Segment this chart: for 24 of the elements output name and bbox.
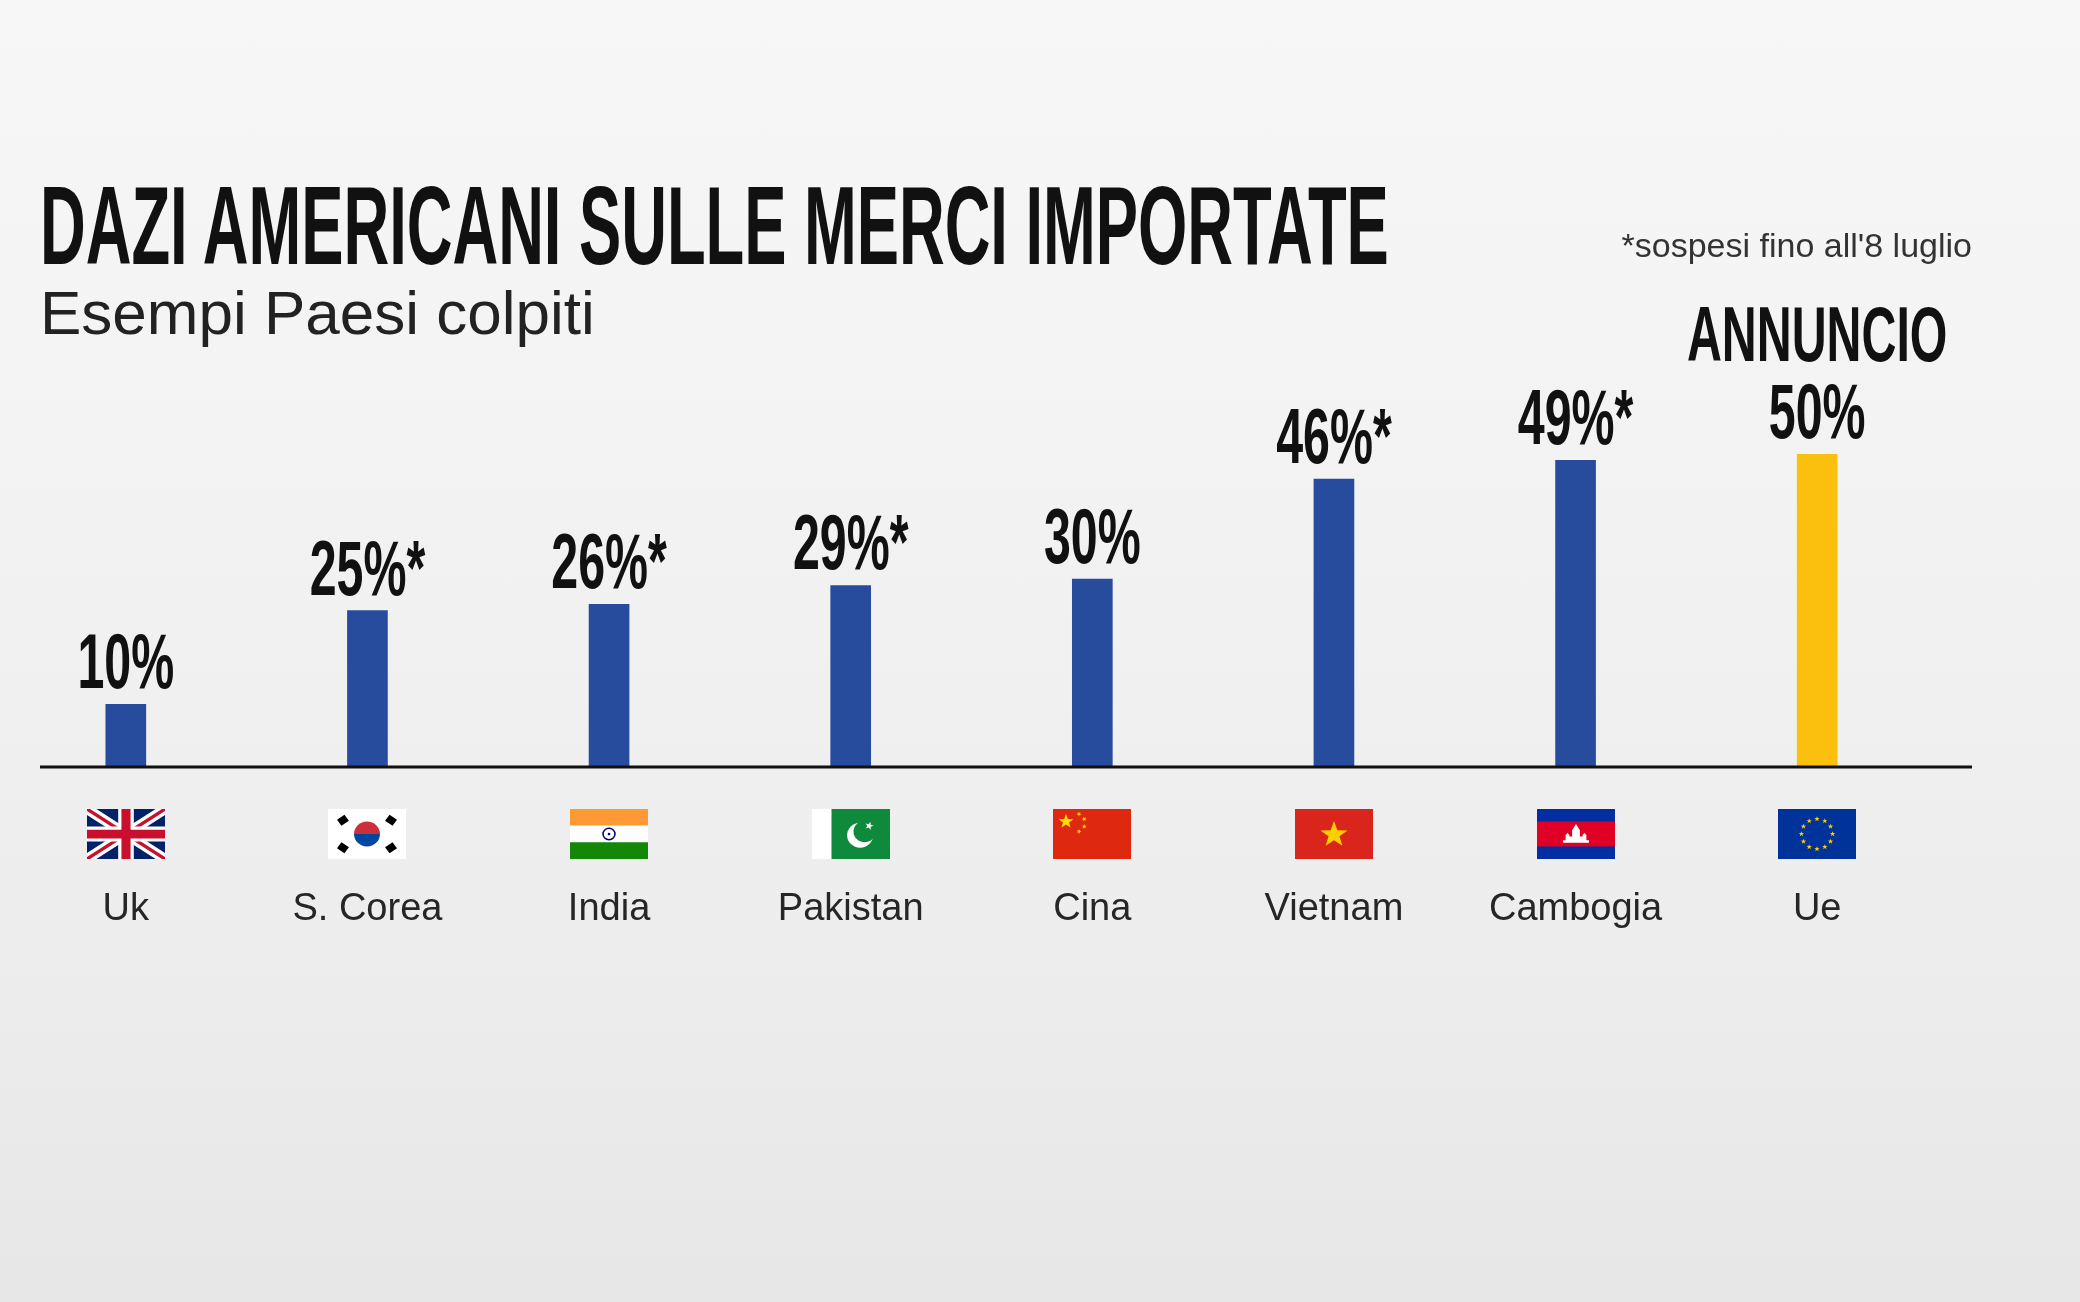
bar: [347, 610, 388, 767]
data-label: 29%*: [792, 498, 910, 587]
data-label: 49%*: [1517, 373, 1634, 462]
data-label: 10%: [77, 617, 175, 706]
data-label: 25%*: [309, 523, 426, 612]
x-tick-label: S. Corea: [292, 886, 444, 929]
bar: [1796, 454, 1838, 767]
x-tick-label: India: [567, 886, 652, 929]
bar: [1555, 459, 1596, 767]
data-label: 46%*: [1276, 392, 1393, 480]
x-tick-label: Uk: [102, 886, 151, 929]
bar: [1313, 478, 1355, 767]
x-tick-label: Ue: [1792, 886, 1842, 929]
bar: [1071, 578, 1113, 767]
data-label: 26%*: [551, 517, 668, 606]
x-tick-label: Cina: [1053, 886, 1133, 929]
text: *sospesi fino all'8 luglio: [1621, 226, 1972, 264]
bar: [830, 585, 872, 767]
x-tick-label: Vietnam: [1264, 886, 1404, 929]
x-tick-label: Pakistan: [777, 886, 924, 929]
bar: [588, 603, 630, 767]
data-label: 30%: [1043, 492, 1141, 581]
x-tick-label: Cambogia: [1488, 886, 1664, 929]
bar: [105, 704, 147, 767]
